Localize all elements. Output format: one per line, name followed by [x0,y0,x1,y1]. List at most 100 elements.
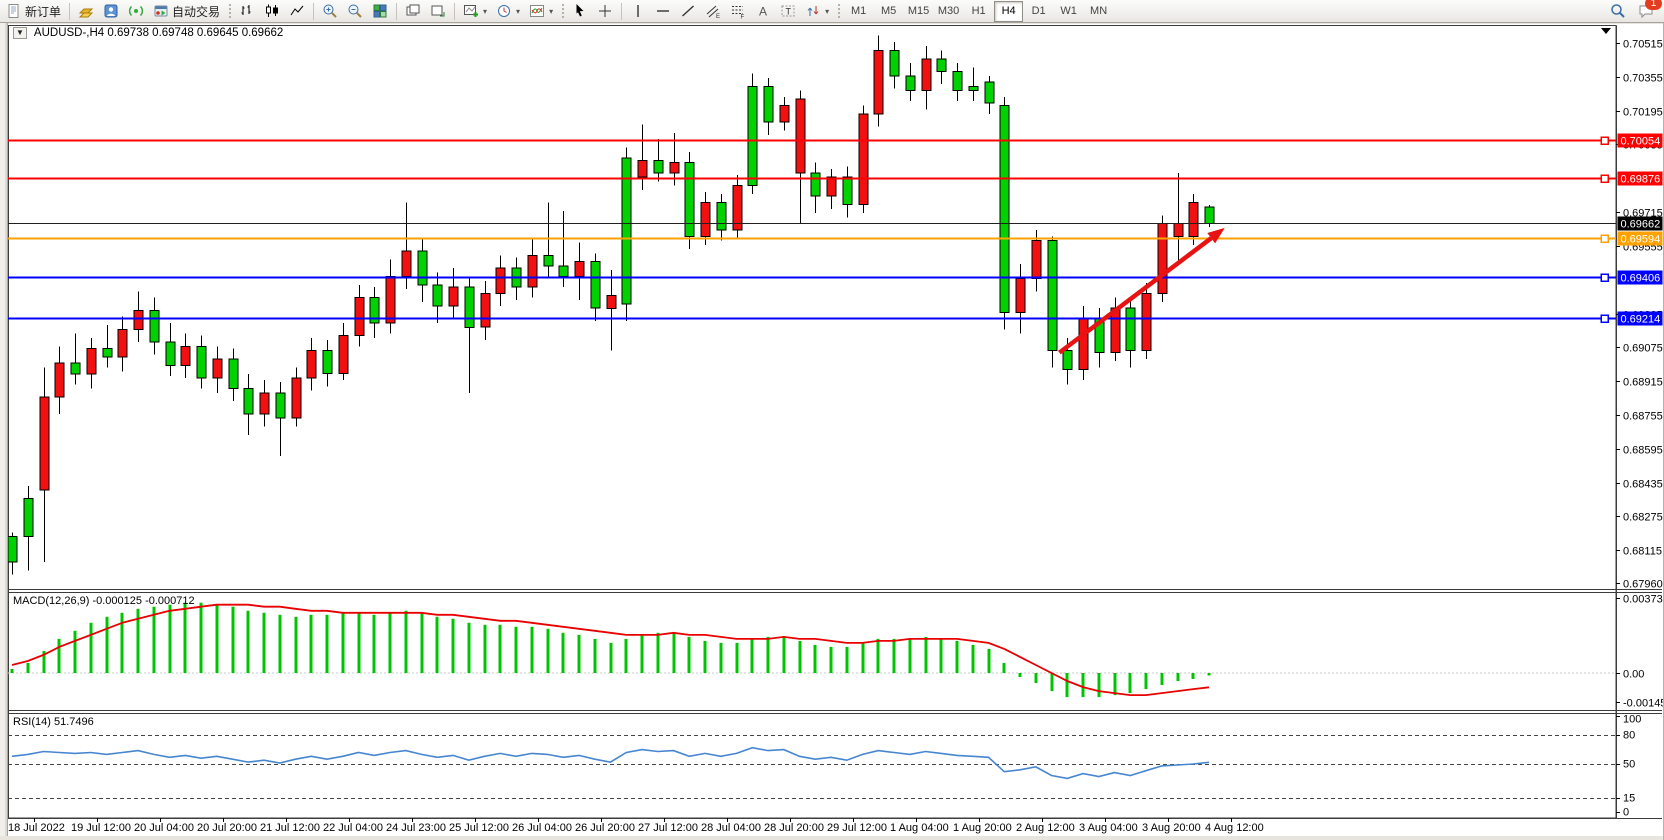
svg-text:24 Jul 23:00: 24 Jul 23:00 [386,822,446,834]
vertical-line-button[interactable] [626,0,650,22]
symbol-ohlc-line: AUDUSD-,H4 0.69738 0.69748 0.69645 0.696… [33,27,284,39]
cursor-button[interactable] [568,0,592,22]
separator [69,2,71,20]
horizontal-line-icon [655,3,671,19]
svg-text:100: 100 [1623,714,1641,726]
svg-text:28 Jul 04:00: 28 Jul 04:00 [701,822,761,834]
gold-bars-icon [78,3,94,19]
trend-arrow-annotation[interactable] [1058,227,1225,355]
svg-text:0.68595: 0.68595 [1623,445,1663,457]
community-button[interactable] [99,0,123,22]
chart-shift-marker[interactable] [1601,28,1611,34]
timeframe-d1-button[interactable]: D1 [1031,4,1046,17]
text-label-icon: T [780,3,796,19]
signals-button[interactable] [124,0,148,22]
pane-separator[interactable] [8,710,1662,714]
new-order-label: 新订单 [25,4,62,19]
templates-button[interactable]: ▾ [525,0,557,22]
svg-text:0.70355: 0.70355 [1623,73,1663,85]
svg-text:E: E [716,14,720,19]
text-button[interactable]: A [751,0,775,22]
search-button[interactable] [1606,0,1630,22]
new-order-button[interactable]: 新订单 [2,0,65,22]
timeframe-m5-button[interactable]: M5 [880,4,897,17]
periods-button[interactable]: ▾ [492,0,524,22]
auto-trading-label: 自动交易 [172,4,221,19]
chart-shift-button[interactable] [426,0,450,22]
svg-text:28 Jul 20:00: 28 Jul 20:00 [764,822,824,834]
price-axis[interactable]: 0.705150.703550.701950.700350.697150.695… [1616,39,1663,591]
line-chart-button[interactable] [285,0,309,22]
auto-trading-button[interactable]: 自动交易 [149,0,224,22]
tile-windows-icon [372,3,388,19]
trendline-icon [680,3,696,19]
svg-text:0.70054: 0.70054 [1621,136,1661,148]
separator [313,2,315,20]
svg-text:-0.00145: -0.00145 [1623,698,1664,710]
chat-button[interactable]: 1 [1634,0,1662,22]
svg-text:0.00373: 0.00373 [1623,594,1663,606]
new-chart-button[interactable]: ▾ [459,0,491,22]
chart-collapse-icon[interactable]: ▼ [13,27,27,39]
svg-text:19 Jul 12:00: 19 Jul 12:00 [71,822,131,834]
candlestick-button[interactable] [260,0,284,22]
svg-text:A: A [759,5,767,19]
svg-text:20 Jul 20:00: 20 Jul 20:00 [197,822,257,834]
bar-chart-button[interactable] [235,0,259,22]
svg-text:0.69075: 0.69075 [1623,343,1663,355]
timeframe-w1-button[interactable]: W1 [1060,4,1077,17]
separator [454,2,456,20]
rsi-indicator-label: RSI(14) 51.7496 [13,716,94,728]
svg-text:0.69406: 0.69406 [1621,273,1661,285]
vertical-line-icon [630,3,646,19]
toolbar: 新订单 自动交易 ▾ ▾ ▾ E F A T ▾ M1 M5 M15 M30 H… [0,0,1664,23]
svg-text:20 Jul 04:00: 20 Jul 04:00 [134,822,194,834]
timeframe-m15-button[interactable]: M15 [907,4,930,17]
horizontal-line-button[interactable] [651,0,675,22]
svg-text:29 Jul 12:00: 29 Jul 12:00 [827,822,887,834]
community-icon [103,3,119,19]
svg-text:3 Aug 04:00: 3 Aug 04:00 [1079,822,1138,834]
arrows-button[interactable]: ▾ [801,0,833,22]
timeframe-mn-button[interactable]: MN [1090,4,1108,17]
svg-text:0.68915: 0.68915 [1623,377,1663,389]
fibonacci-icon: F [730,3,746,19]
bar-chart-icon [239,3,255,19]
chart-title: ▼ AUDUSD-,H4 0.69738 0.69748 0.69645 0.6… [13,27,283,39]
svg-text:26 Jul 20:00: 26 Jul 20:00 [575,822,635,834]
text-label-button[interactable]: T [776,0,800,22]
text-icon: A [755,3,771,19]
dropdown-caret-icon: ▾ [516,6,521,16]
crosshair-button[interactable] [593,0,617,22]
rsi-pane: 100 80 50 15 0 [8,714,1641,819]
pane-separator[interactable] [8,589,1662,593]
equidistant-channel-button[interactable]: E [701,0,725,22]
arrange-charts-button[interactable] [401,0,425,22]
svg-text:0.68435: 0.68435 [1623,479,1663,491]
tile-windows-button[interactable] [368,0,392,22]
svg-text:0: 0 [1623,807,1629,819]
notification-badge: 1 [1645,0,1662,10]
time-axis[interactable]: 18 Jul 2022 19 Jul 12:00 20 Jul 04:00 20 Ju… [8,818,1264,834]
toolbar-grip [227,3,233,19]
svg-text:0.69214: 0.69214 [1621,314,1661,326]
zoom-in-button[interactable] [318,0,342,22]
zoom-out-button[interactable] [343,0,367,22]
timeframe-m1-button[interactable]: M1 [850,4,867,17]
toolbar-grip [560,3,566,19]
order-form-icon [6,3,22,19]
window-bottom-edge [0,836,1664,840]
timeframe-h1-button[interactable]: H1 [971,4,986,17]
svg-text:3 Aug 20:00: 3 Aug 20:00 [1142,822,1201,834]
trendline-button[interactable] [676,0,700,22]
timeframe-m30-button[interactable]: M30 [937,4,960,17]
fibonacci-button[interactable]: F [726,0,750,22]
timeframe-h4-button[interactable]: H4 [994,0,1024,22]
svg-text:T: T [786,7,792,17]
horizontal-price-lines[interactable] [8,136,1616,323]
signal-icon [128,3,144,19]
market-depth-button[interactable] [74,0,98,22]
svg-text:0.69594: 0.69594 [1621,234,1661,246]
